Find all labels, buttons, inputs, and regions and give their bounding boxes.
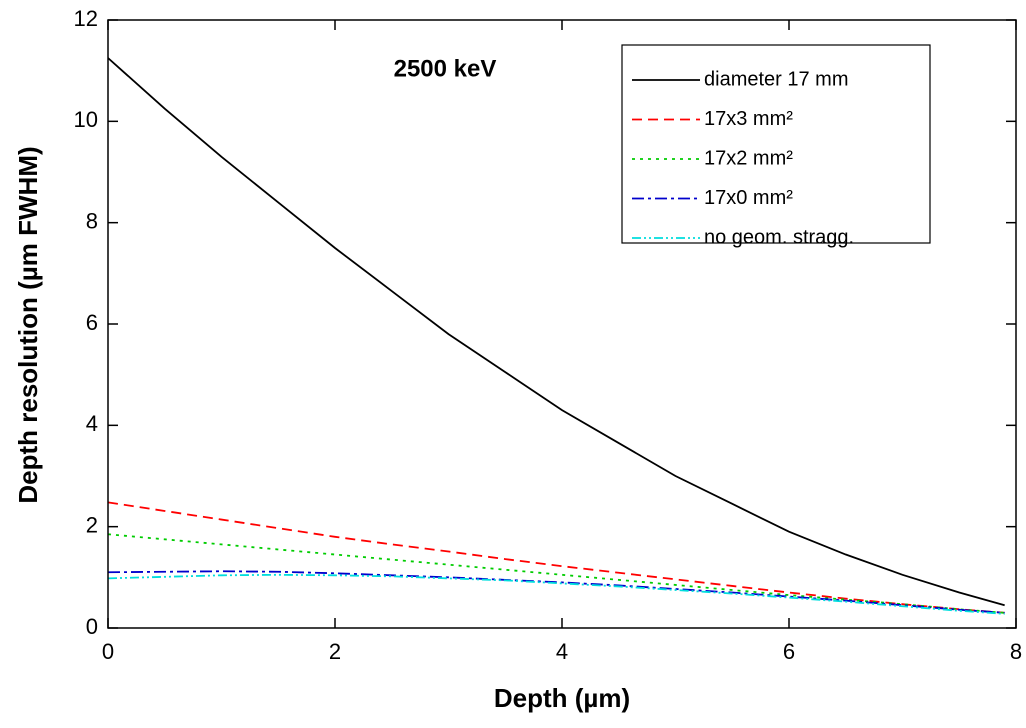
y-tick-label: 0: [86, 614, 98, 639]
x-axis-title: Depth (µm): [494, 683, 630, 713]
x-tick-label: 2: [329, 639, 341, 664]
x-tick-label: 8: [1010, 639, 1022, 664]
y-tick-label: 10: [74, 107, 98, 132]
legend-label: 17x3 mm²: [704, 108, 793, 130]
series-line: [107, 570, 1005, 614]
y-tick-label: 8: [86, 208, 98, 233]
legend-box: [621, 44, 931, 244]
plot-frame: [107, 19, 1017, 629]
y-axis-title: Depth resolution (µm FWHM): [13, 146, 43, 503]
y-tick-label: 12: [74, 6, 98, 31]
y-tick-label: 6: [86, 310, 98, 335]
legend-label: 17x0 mm²: [704, 187, 793, 209]
x-tick-label: 0: [102, 639, 114, 664]
x-tick-label: 4: [556, 639, 568, 664]
series-line: [107, 573, 1005, 615]
annotation: 2500 keV: [394, 55, 497, 82]
legend-label: diameter 17 mm: [704, 68, 849, 90]
x-tick-label: 6: [783, 639, 795, 664]
series-line: [107, 57, 1005, 607]
legend-label: 17x2 mm²: [704, 147, 793, 169]
series-line: [107, 501, 1005, 614]
y-tick-label: 2: [86, 512, 98, 537]
y-tick-label: 4: [86, 411, 98, 436]
legend-label: no geom. stragg.: [704, 226, 854, 248]
